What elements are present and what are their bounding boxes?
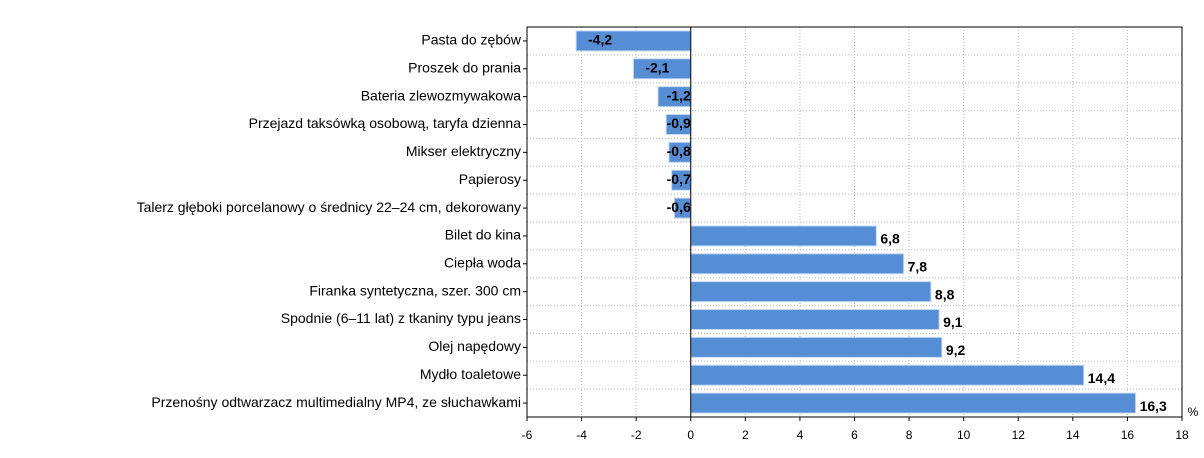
category-label: Papierosy (459, 171, 521, 187)
value-label: 9,2 (946, 342, 966, 358)
x-tick-label: 14 (1066, 428, 1080, 442)
category-label: Ciepła woda (444, 254, 521, 270)
bar (690, 336, 943, 358)
x-tick-label: 16 (1121, 428, 1135, 442)
category-label: Firanka syntetyczna, szer. 300 cm (309, 282, 521, 298)
value-label: -0,7 (667, 171, 691, 187)
x-tick-label: 4 (797, 428, 804, 442)
category-label: Przenośny odtwarzacz multimedialny MP4, … (151, 394, 521, 410)
category-label: Olej napędowy (428, 338, 521, 354)
value-label: 14,4 (1088, 370, 1115, 386)
x-axis-label: % (1188, 405, 1199, 419)
x-tick-label: 18 (1175, 428, 1189, 442)
value-label: 16,3 (1140, 398, 1167, 414)
x-tick-label: 0 (687, 428, 694, 442)
category-label: Bilet do kina (445, 227, 521, 243)
bar (690, 364, 1085, 386)
value-label: -1,2 (667, 87, 691, 103)
category-label: Mydło toaletowe (420, 366, 521, 382)
bar (690, 225, 877, 247)
value-label: 6,8 (880, 231, 900, 247)
x-tick-label: -4 (576, 428, 587, 442)
x-tick-label: 10 (957, 428, 971, 442)
bar (690, 281, 932, 303)
category-label: Bateria zlewozmywakowa (361, 87, 521, 103)
category-label: Pasta do zębów (421, 32, 522, 48)
x-tick-label: -2 (631, 428, 642, 442)
x-tick-label: 6 (851, 428, 858, 442)
value-label: -4,2 (588, 32, 612, 48)
category-label: Mikser elektryczny (406, 143, 521, 159)
category-label: Proszek do prania (408, 59, 521, 75)
plot-frame (526, 26, 1183, 418)
category-label: Talerz głęboki porcelanowy o średnicy 22… (137, 199, 521, 215)
x-tick-label: 2 (742, 428, 749, 442)
value-label: 8,8 (935, 286, 955, 302)
x-tick-label: 8 (906, 428, 913, 442)
category-label: Spodnie (6–11 lat) z tkaniny typu jeans (281, 310, 521, 326)
value-label: -0,6 (667, 199, 691, 215)
value-label: 9,1 (943, 314, 963, 330)
bar (690, 309, 940, 330)
x-tick-label: 12 (1012, 428, 1026, 442)
value-label: 7,8 (908, 258, 928, 274)
category-label: Przejazd taksówką osobową, taryfa dzienn… (249, 115, 522, 131)
value-label: -0,8 (667, 143, 691, 159)
value-label: -2,1 (645, 59, 669, 75)
bar (690, 253, 905, 275)
bar (690, 392, 1137, 414)
value-label: -0,9 (667, 115, 691, 131)
x-tick-label: -6 (522, 428, 533, 442)
